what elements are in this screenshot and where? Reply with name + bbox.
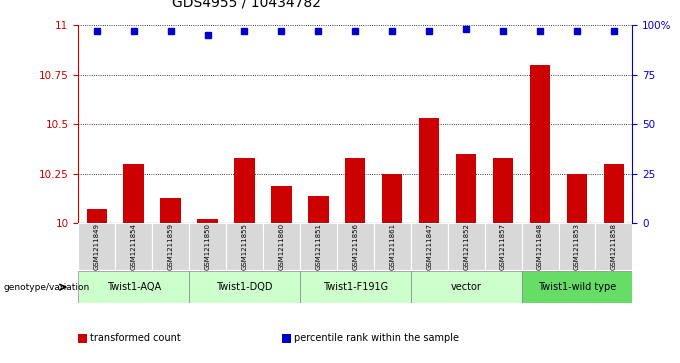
Text: GSM1211852: GSM1211852 (463, 223, 469, 270)
Bar (78, 271, 189, 303)
Bar (189, 223, 226, 270)
Bar (567, 174, 587, 223)
Bar (271, 185, 292, 223)
Bar (456, 154, 476, 223)
Bar (197, 219, 218, 223)
Text: transformed count: transformed count (90, 333, 181, 343)
Bar (115, 223, 152, 270)
Text: GSM1211854: GSM1211854 (131, 223, 137, 270)
Text: Twist1-AQA: Twist1-AQA (107, 282, 160, 292)
Text: Twist1-DQD: Twist1-DQD (216, 282, 273, 292)
Bar (124, 164, 143, 223)
Bar (604, 164, 624, 223)
Bar (419, 118, 439, 223)
Text: GSM1211857: GSM1211857 (500, 223, 506, 270)
Text: GSM1211850: GSM1211850 (205, 223, 211, 270)
Text: GDS4955 / 10434782: GDS4955 / 10434782 (173, 0, 322, 9)
Text: GSM1211849: GSM1211849 (94, 223, 100, 270)
Text: GSM1211858: GSM1211858 (611, 223, 617, 270)
Bar (485, 223, 522, 270)
Bar (522, 271, 632, 303)
Text: GSM1211848: GSM1211848 (537, 223, 543, 270)
Text: Twist1-wild type: Twist1-wild type (538, 282, 616, 292)
Text: GSM1211851: GSM1211851 (316, 223, 322, 270)
Text: GSM1211855: GSM1211855 (241, 223, 248, 270)
Bar (596, 223, 632, 270)
Bar (263, 223, 300, 270)
Text: percentile rank within the sample: percentile rank within the sample (294, 333, 460, 343)
Bar (235, 158, 254, 223)
Bar (382, 174, 403, 223)
Bar (374, 223, 411, 270)
Text: genotype/variation: genotype/variation (3, 283, 90, 291)
Bar (152, 223, 189, 270)
Bar (78, 223, 115, 270)
Bar (160, 197, 181, 223)
Bar (300, 223, 337, 270)
Text: GSM1211859: GSM1211859 (167, 223, 173, 270)
Bar (308, 196, 328, 223)
Text: GSM1211861: GSM1211861 (389, 223, 395, 270)
Bar (447, 223, 485, 270)
Bar (337, 223, 374, 270)
Bar (86, 209, 107, 223)
Text: GSM1211847: GSM1211847 (426, 223, 432, 270)
Bar (411, 271, 522, 303)
Bar (558, 223, 596, 270)
Bar (530, 65, 550, 223)
Bar (189, 271, 300, 303)
Text: Twist1-F191G: Twist1-F191G (323, 282, 388, 292)
Text: GSM1211860: GSM1211860 (278, 223, 284, 270)
Text: GSM1211853: GSM1211853 (574, 223, 580, 270)
Bar (300, 271, 411, 303)
Bar (522, 223, 558, 270)
Bar (226, 223, 263, 270)
Bar (345, 158, 365, 223)
Bar (411, 223, 447, 270)
Text: vector: vector (451, 282, 481, 292)
Bar (493, 158, 513, 223)
Text: GSM1211856: GSM1211856 (352, 223, 358, 270)
